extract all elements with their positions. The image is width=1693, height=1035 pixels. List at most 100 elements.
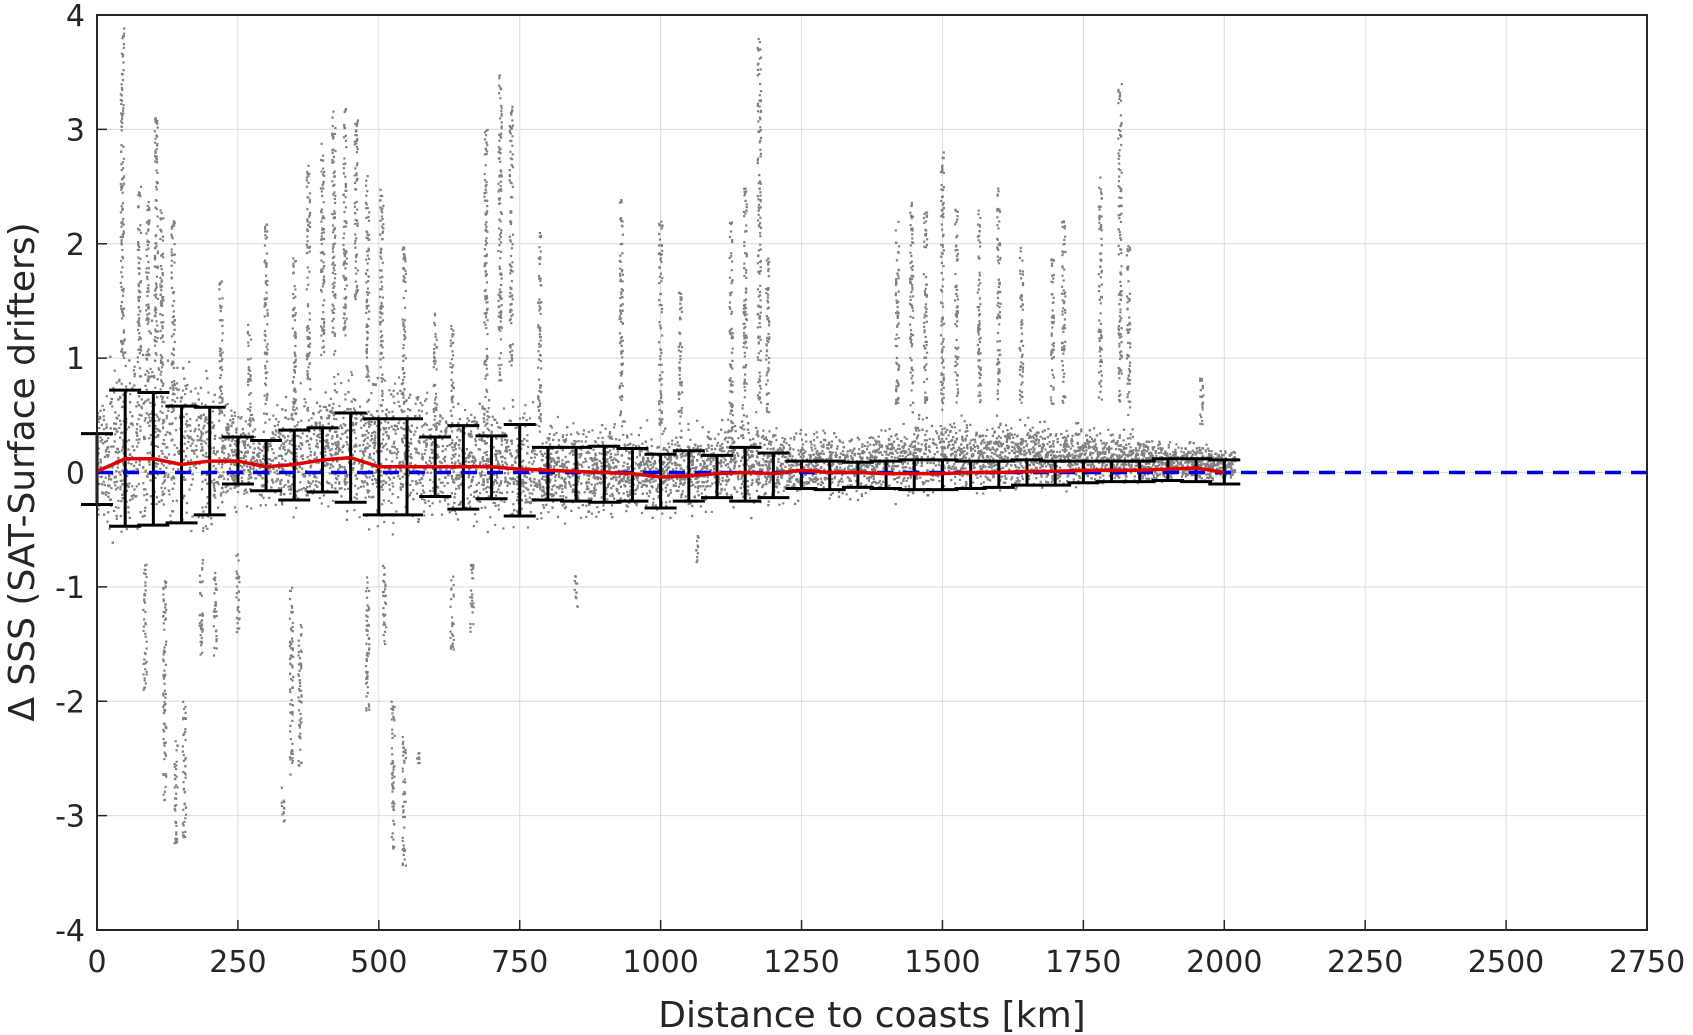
scatter-point: [552, 457, 555, 460]
scatter-point: [201, 506, 204, 509]
scatter-point: [1064, 442, 1068, 445]
scatter-point: [628, 482, 631, 485]
scatter-point: [742, 424, 745, 427]
scatter-point: [601, 443, 605, 446]
scatter-point: [522, 490, 525, 493]
scatter-point: [980, 450, 983, 453]
scatter-point: [535, 482, 538, 485]
scatter-point: [512, 526, 515, 529]
scatter-point: [422, 440, 426, 444]
scatter-point: [676, 444, 680, 447]
scatter-point: [162, 382, 165, 385]
scatter-point: [593, 487, 596, 490]
scatter-point: [860, 467, 863, 471]
scatter-point: [813, 444, 816, 447]
scatter-point: [606, 464, 609, 467]
scatter-point: [1153, 471, 1157, 474]
scatter-point: [680, 429, 683, 432]
scatter-point: [266, 467, 269, 470]
scatter-point: [600, 461, 603, 465]
scatter-point: [946, 461, 949, 465]
scatter-point: [500, 439, 504, 443]
scatter-point: [144, 400, 147, 403]
scatter-point: [1108, 451, 1111, 454]
scatter-point: [568, 452, 571, 455]
scatter-point: [706, 479, 709, 482]
scatter-point: [614, 453, 617, 456]
scatter-point: [390, 425, 393, 428]
scatter-point: [142, 488, 146, 491]
scatter-point: [233, 442, 237, 446]
scatter-point: [204, 525, 208, 528]
scatter-point: [790, 458, 794, 461]
scatter-point: [1031, 426, 1034, 429]
scatter-point: [564, 482, 567, 485]
scatter-point: [388, 411, 391, 414]
scatter-point: [350, 371, 353, 374]
scatter-point: [363, 438, 367, 441]
scatter-point: [675, 463, 678, 467]
scatter-point: [779, 469, 782, 472]
scatter-point: [1210, 476, 1213, 479]
scatter-point: [714, 481, 717, 484]
scatter-point: [986, 448, 989, 451]
scatter-point: [1005, 438, 1009, 442]
scatter-point: [1122, 439, 1125, 442]
scatter-point: [195, 419, 198, 422]
scatter-point: [352, 397, 355, 401]
scatter-point: [1129, 466, 1132, 469]
scatter-point: [227, 438, 231, 441]
scatter-point: [721, 479, 724, 482]
scatter-point: [417, 409, 421, 412]
scatter-point: [474, 422, 477, 425]
scatter-point: [850, 464, 853, 467]
scatter-point: [390, 460, 394, 463]
scatter-point: [230, 409, 233, 412]
scatter-point: [840, 462, 843, 465]
scatter-point: [893, 456, 896, 459]
scatter-point: [532, 460, 536, 463]
scatter-point: [706, 467, 709, 470]
scatter-point: [113, 481, 116, 484]
scatter-point: [830, 457, 833, 460]
scatter-point: [1010, 427, 1013, 430]
scatter-point: [743, 428, 746, 431]
scatter-point: [160, 381, 164, 384]
scatter-point: [222, 490, 225, 494]
scatter-point: [315, 439, 318, 442]
scatter-point: [1101, 462, 1104, 465]
scatter-point: [463, 408, 467, 412]
scatter-point: [119, 479, 122, 482]
scatter-point: [96, 417, 100, 420]
scatter-point: [453, 481, 456, 484]
scatter-point: [206, 455, 209, 459]
scatter-point: [954, 440, 957, 443]
scatter-point: [486, 415, 489, 418]
scatter-point: [826, 443, 829, 446]
scatter-point: [872, 478, 875, 481]
scatter-point: [1224, 457, 1227, 460]
scatter-point: [629, 498, 632, 501]
scatter-point: [593, 486, 596, 489]
scatter-point: [831, 464, 834, 467]
scatter-point: [1202, 462, 1205, 465]
scatter-point: [338, 482, 341, 485]
scatter-point: [768, 430, 771, 433]
scatter-point: [1127, 463, 1130, 466]
scatter-point: [490, 430, 493, 433]
scatter-point: [608, 463, 611, 466]
scatter-point: [451, 439, 454, 442]
scatter-point: [200, 442, 203, 446]
scatter-point: [321, 424, 325, 427]
scatter-point: [470, 433, 473, 436]
scatter-point: [162, 492, 166, 495]
scatter-point: [931, 468, 935, 471]
scatter-point: [813, 465, 816, 468]
scatter-point: [467, 453, 471, 456]
scatter-point: [869, 463, 872, 466]
scatter-point: [219, 494, 223, 497]
scatter-point: [667, 466, 670, 470]
scatter-point: [923, 452, 926, 455]
scatter-point: [745, 463, 748, 466]
